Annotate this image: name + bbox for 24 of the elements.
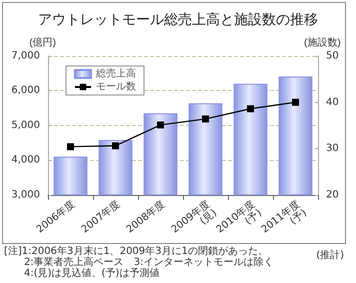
text: (推計) (316, 250, 344, 261)
y2-tick-label: 20 (326, 189, 339, 200)
point (157, 121, 164, 128)
chart-title: アウトレットモール総売上高と施設数の推移 (38, 12, 318, 28)
y2-tick-label: 40 (326, 96, 339, 108)
point (247, 105, 254, 112)
y-tick-label: 7,000 (11, 50, 40, 62)
y2-tick-label: 30 (326, 143, 339, 154)
y-tick-label: 6,000 (11, 85, 40, 96)
y2-tick-label: 50 (326, 50, 339, 62)
legend-label: モール数 (96, 82, 136, 92)
y-tick-label: 3,000 (11, 189, 40, 200)
point (112, 142, 119, 150)
text: 2:事業者売上高ベース 3:インターネットモールは除く (24, 257, 274, 268)
point (202, 115, 209, 122)
legend-label: 総売上高 (95, 68, 136, 80)
point (292, 98, 299, 106)
text: [注]1:2006年3月末に1、2009年3月に1の閉鎖があった。 (4, 246, 268, 257)
point (67, 143, 74, 150)
y-axis-title: (億円) (29, 36, 56, 48)
y-tick-label: 4,000 (11, 154, 40, 166)
y-tick-label: 5,000 (11, 120, 40, 131)
y2-axis-title: (施設数) (304, 36, 341, 48)
text: 4:(見)は見込値、(予)は予測値 (24, 268, 160, 279)
